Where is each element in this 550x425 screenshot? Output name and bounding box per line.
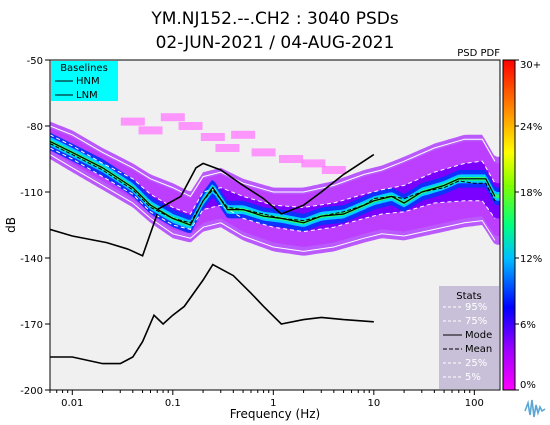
lnm-line (50, 263, 374, 365)
x-tick-label: 100 (465, 398, 484, 409)
stats-legend: Stats 95% 75% Mode Mean 25% 5% (439, 286, 499, 389)
colorbar-tick-label: 30+ (520, 60, 541, 71)
p75-line (50, 134, 496, 215)
colorbar-ticks: 0% 6% 12% 18% 24% 30+ (515, 59, 542, 391)
colorbar-tick-label: 24% (520, 122, 542, 133)
baselines-legend: Baselines HNM LNM (51, 61, 118, 101)
legend-p25: 25% (465, 358, 487, 369)
x-tick-label: 10 (367, 398, 380, 409)
x-tick-label: 0.01 (61, 398, 83, 409)
x-axis-label: Frequency (Hz) (230, 407, 321, 421)
p95-line (50, 125, 496, 198)
density-band-wide (50, 121, 500, 256)
density-outlier (160, 113, 185, 122)
legend-p95: 95% (465, 302, 487, 313)
density-band-core (50, 132, 500, 233)
x-axis: 0.01 0.1 1 10 100 (49, 390, 484, 409)
logo-icon (523, 397, 547, 421)
p25-line (50, 147, 496, 233)
colorbar-tick-label: 12% (520, 254, 542, 265)
legend-p5: 5% (465, 372, 481, 383)
colorbar-tick-label: 0% (520, 380, 536, 391)
y-tick-label: -140 (20, 254, 43, 265)
y-tick-label: -80 (27, 122, 43, 133)
y-tick-label: -200 (20, 386, 43, 397)
chart-title-line2: 02-JUN-2021 / 04-AUG-2021 (156, 33, 395, 53)
stats-legend-title: Stats (456, 291, 482, 302)
colorbar-tick-label: 18% (520, 188, 542, 199)
density-outlier (251, 148, 276, 157)
mean-line (50, 143, 496, 224)
y-tick-label: -110 (20, 188, 43, 199)
stat-lines-layer (50, 125, 496, 365)
y-tick-label: -170 (20, 320, 43, 331)
density-outlier (120, 117, 145, 126)
baselines-legend-title: Baselines (60, 63, 108, 74)
density-outlier (231, 130, 256, 139)
density-outlier (301, 159, 326, 168)
density-outlier (321, 166, 346, 174)
x-tick-label: 1 (270, 398, 276, 409)
y-axis: -50 -80 -110 -140 -170 -200 (20, 56, 50, 397)
density-outlier (279, 155, 304, 163)
legend-hnm: HNM (76, 76, 100, 87)
density-outlier (200, 133, 225, 141)
legend-p75: 75% (465, 316, 487, 327)
hnm-line-low (50, 213, 158, 257)
density-outlier (178, 122, 203, 130)
p5-line (50, 154, 496, 252)
legend-mean: Mean (465, 344, 492, 355)
chart-title-line1: YM.NJ152.--.CH2 : 3040 PSDs (150, 9, 399, 29)
density-outlier (215, 144, 240, 152)
colorbar-tick-label: 6% (520, 320, 536, 331)
density-outlier (138, 126, 163, 135)
y-tick-label: -50 (27, 56, 43, 67)
y-axis-label: dB (4, 217, 18, 233)
legend-lnm: LNM (76, 90, 98, 101)
x-tick-label: 0.1 (165, 398, 181, 409)
mode-line (50, 140, 496, 226)
colorbar (502, 59, 516, 391)
plot-frame (49, 59, 501, 391)
hnm-line (156, 153, 375, 215)
colorbar-label: PSD PDF (457, 48, 500, 59)
legend-mode: Mode (465, 330, 492, 341)
